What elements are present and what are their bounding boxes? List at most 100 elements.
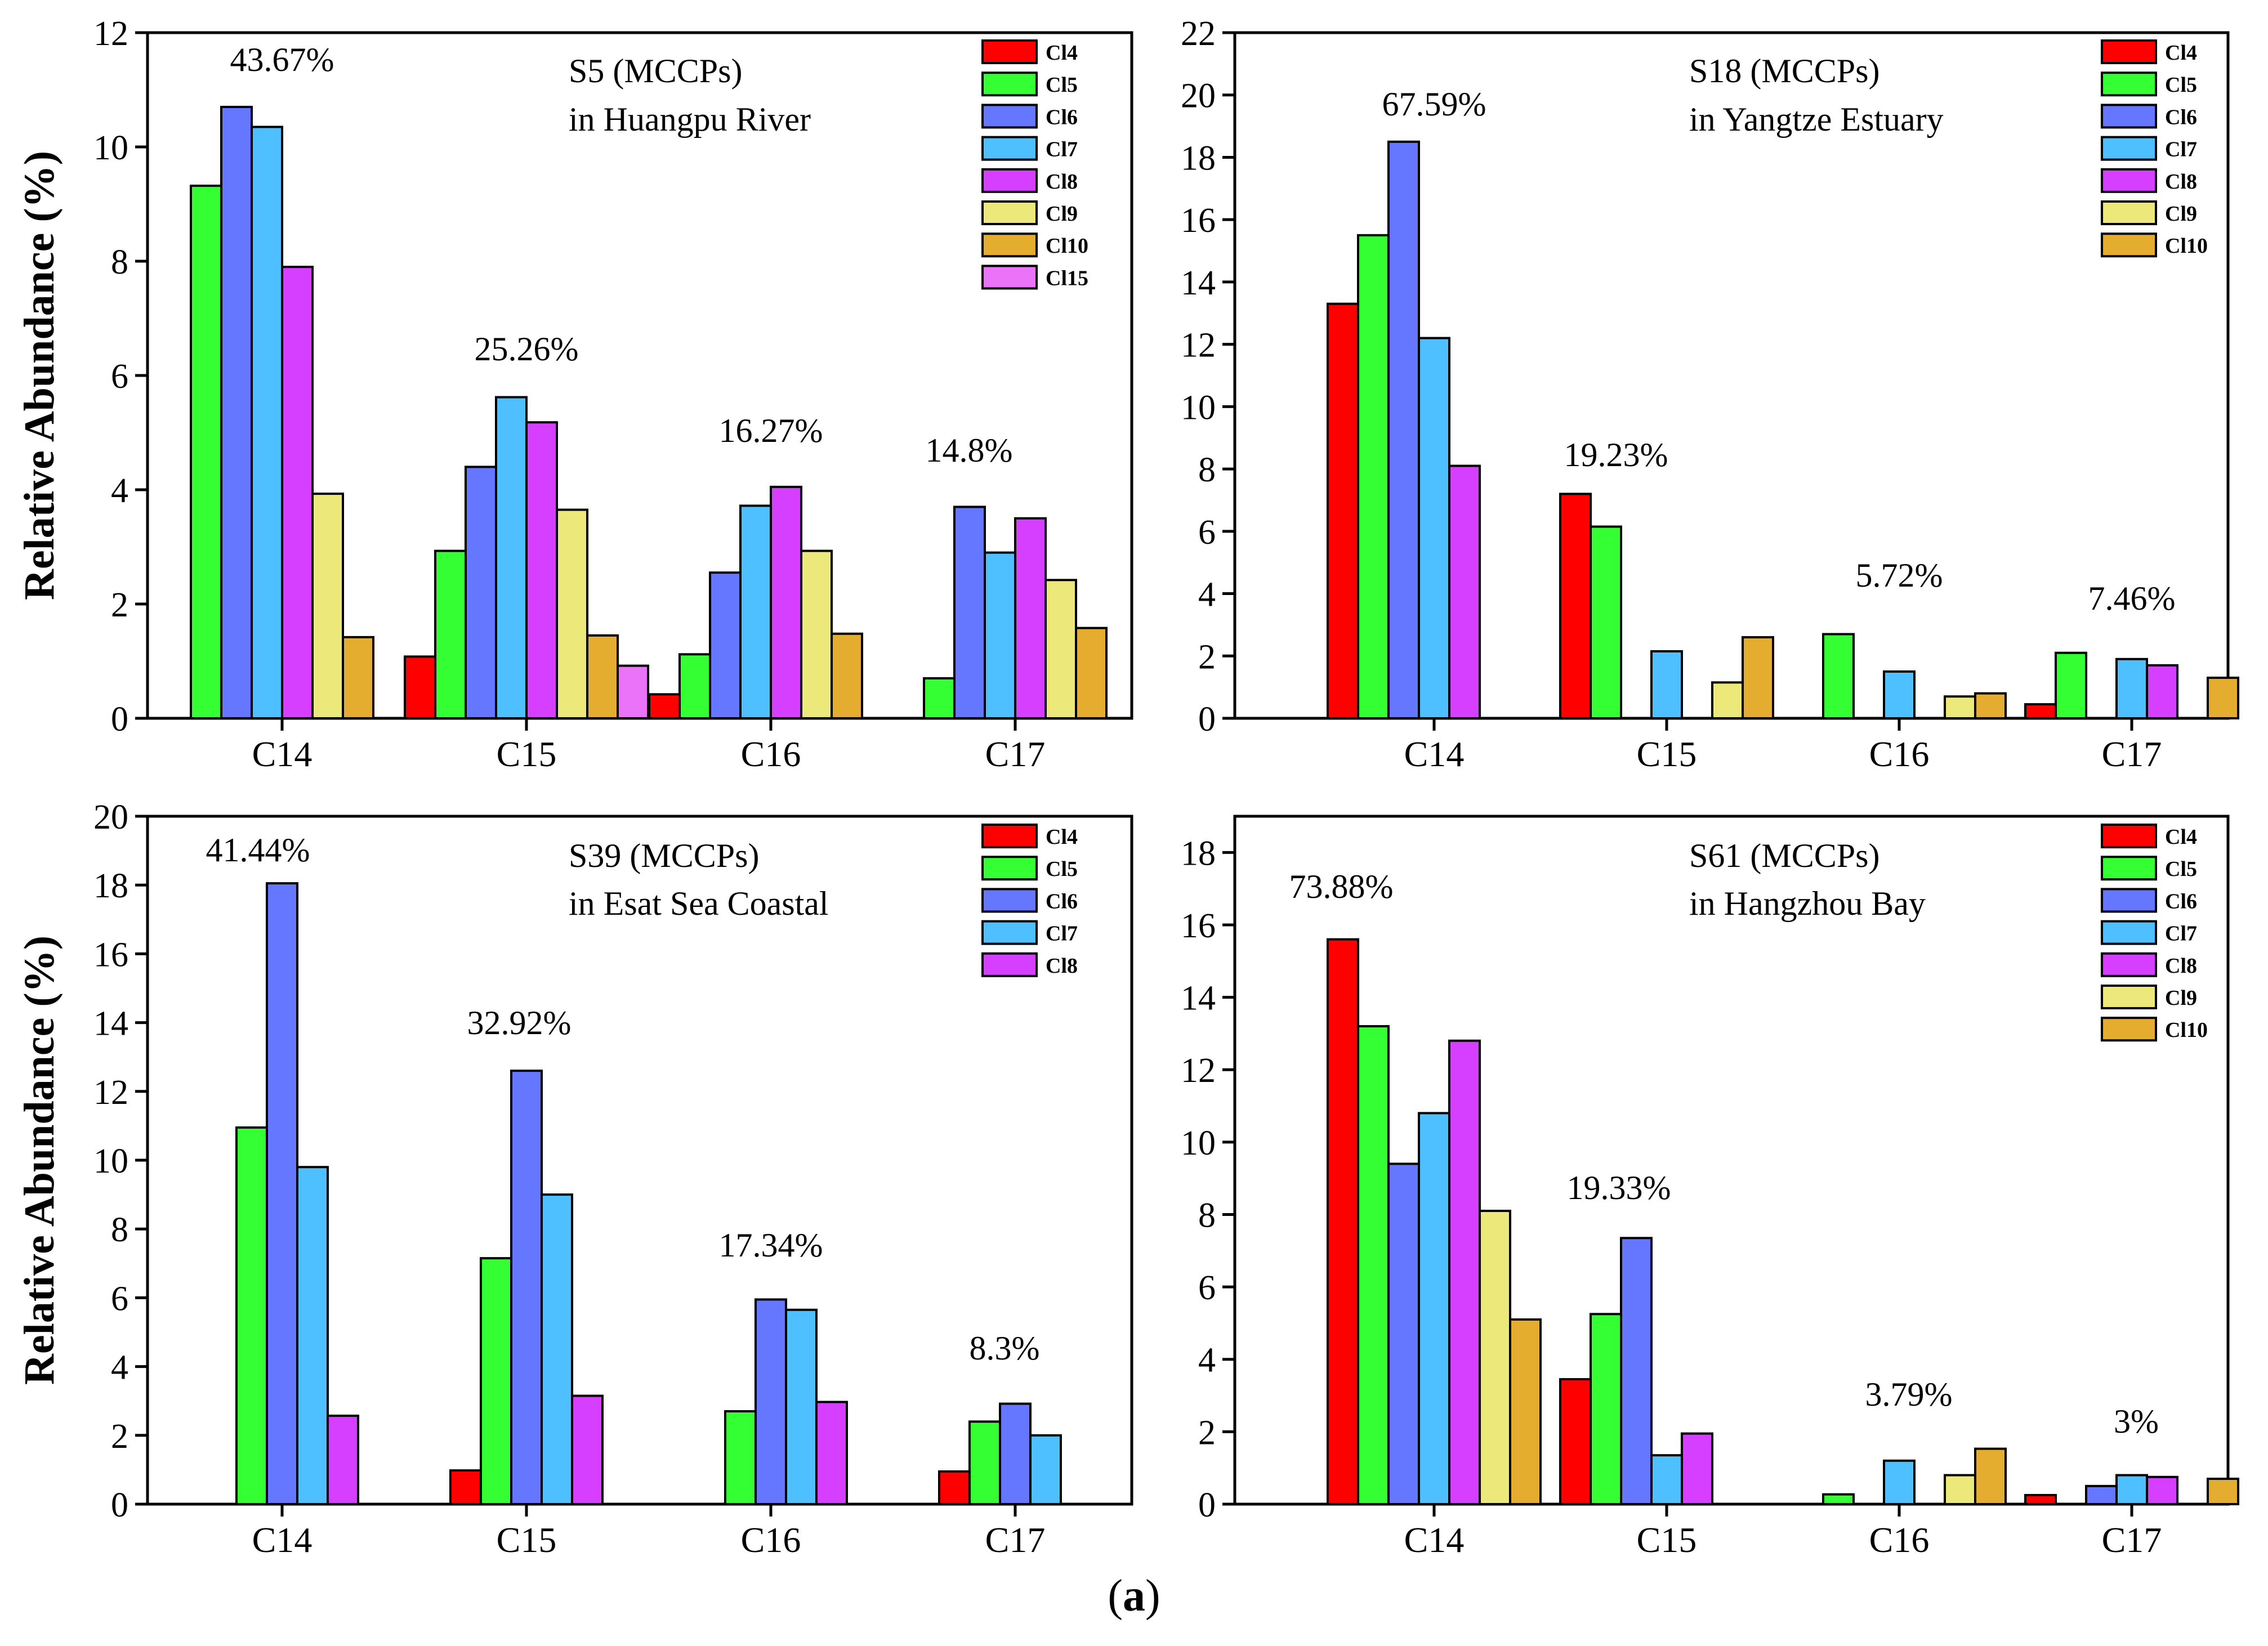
chart-panel-4: 0 2 4 6 8 10 12 14 16 18 C14 73.88% C15 19.33% C16 3.79… <box>1181 815 2239 1560</box>
caption-letter: a <box>1123 1571 1145 1621</box>
legend-swatch-Cl7 <box>981 136 1038 161</box>
bar-Cl5-C16 <box>724 1410 757 1506</box>
x-tick-label: C15 <box>497 1520 557 1560</box>
y-tick-label: 0 <box>111 700 128 739</box>
y-tick-label: 20 <box>1181 77 1216 115</box>
bar-Cl10-C17 <box>1075 627 1108 719</box>
chart-title: S39 (MCCPs) <box>569 837 759 874</box>
bar-Cl8-C14 <box>1448 464 1481 720</box>
bar-Cl8-C15 <box>1681 1432 1713 1506</box>
bar-Cl6-C14 <box>220 105 253 720</box>
group-percent-label: 14.8% <box>926 432 1013 469</box>
bar-Cl5-C14 <box>1357 234 1390 719</box>
bar-Cl4-C17 <box>938 1470 971 1506</box>
bar-Cl6-C15 <box>1620 1237 1653 1506</box>
legend-swatch-Cl10 <box>2101 232 2157 258</box>
legend-label: Cl7 <box>2165 922 2197 946</box>
bar-Cl9-C15 <box>556 508 588 720</box>
group-percent-label: 3.79% <box>1865 1376 1953 1413</box>
bar-Cl6-C16 <box>709 571 742 719</box>
group-percent-label: 5.72% <box>1856 557 1943 594</box>
bar-Cl5-C15 <box>480 1257 512 1505</box>
bar-Cl7-C16 <box>785 1308 818 1505</box>
y-tick-label: 4 <box>1198 1341 1216 1380</box>
legend-label: Cl7 <box>2165 138 2197 162</box>
legend-swatch-Cl7 <box>2101 920 2157 945</box>
chart-title: S5 (MCCPs) <box>569 52 742 90</box>
legend-swatch-Cl6 <box>2101 888 2157 913</box>
bar-Cl10-C17 <box>2207 1477 2239 1506</box>
y-tick-label: 12 <box>93 15 128 53</box>
legend-label: Cl8 <box>1046 170 1078 194</box>
x-tick-label: C15 <box>1637 734 1697 774</box>
bar-Cl8-C15 <box>571 1394 604 1505</box>
legend-label: Cl4 <box>2165 41 2197 65</box>
bar-Cl7-C14 <box>1418 337 1450 719</box>
legend-label: Cl8 <box>2165 954 2197 978</box>
bar-Cl6-C15 <box>465 466 497 720</box>
y-axis-label: Relative Abundance (%) <box>16 151 63 600</box>
y-tick-label: 18 <box>1181 139 1216 177</box>
bar-Cl4-C15 <box>404 655 436 720</box>
legend-label: Cl8 <box>2165 170 2197 194</box>
bar-Cl10-C15 <box>586 634 619 719</box>
x-tick-label: C17 <box>985 1520 1046 1560</box>
bar-Cl4-C15 <box>1559 1378 1592 1506</box>
y-tick-label: 12 <box>1181 326 1216 365</box>
bar-Cl9-C16 <box>1944 1474 1976 1505</box>
legend-label: Cl5 <box>2165 73 2197 97</box>
y-tick-label: 2 <box>111 1417 128 1456</box>
bar-Cl10-C14 <box>342 636 374 719</box>
caption-open-paren: ( <box>1108 1571 1123 1621</box>
y-tick-label: 6 <box>1198 513 1216 552</box>
bar-Cl4-C14 <box>1327 302 1359 719</box>
y-tick-label: 0 <box>111 1486 128 1524</box>
figure-caption: (a) <box>0 1571 2268 1622</box>
bar-Cl10-C15 <box>1742 636 1774 720</box>
legend-swatch-Cl10 <box>981 232 1038 258</box>
legend-swatch-Cl10 <box>2101 1017 2157 1042</box>
y-tick-label: 0 <box>1198 700 1216 739</box>
legend-swatch-Cl15 <box>981 265 1038 290</box>
bar-Cl8-C16 <box>770 485 802 719</box>
bar-Cl7-C17 <box>2115 1474 2148 1505</box>
bar-Cl6-C17 <box>953 506 986 719</box>
group-percent-label: 19.33% <box>1567 1169 1671 1206</box>
bar-Cl5-C16 <box>1822 633 1855 719</box>
bar-Cl8-C16 <box>815 1401 848 1505</box>
x-tick-label: C16 <box>1869 734 1930 774</box>
legend-swatch-Cl5 <box>981 71 1038 97</box>
y-axis-label: Relative Abundance (%) <box>16 936 63 1385</box>
x-tick-label: C17 <box>2102 1520 2162 1560</box>
caption-close-paren: ) <box>1145 1571 1160 1621</box>
bar-Cl6-C17 <box>999 1402 1032 1505</box>
bar-Cl15-C15 <box>617 664 649 719</box>
plot-frame <box>1233 815 2230 1506</box>
legend-label: Cl6 <box>1046 105 1078 129</box>
legend-swatch-Cl7 <box>2101 136 2157 161</box>
legend-swatch-Cl4 <box>981 39 1038 64</box>
bar-Cl7-C14 <box>251 126 283 720</box>
x-tick-label: C16 <box>741 734 801 774</box>
legend-label: Cl4 <box>2165 825 2197 849</box>
y-tick-label: 2 <box>1198 1414 1216 1452</box>
bar-Cl7-C15 <box>541 1193 573 1506</box>
bar-Cl8-C15 <box>525 421 558 719</box>
group-percent-label: 17.34% <box>719 1227 823 1264</box>
bar-Cl5-C14 <box>190 185 222 719</box>
y-tick-label: 0 <box>1198 1486 1216 1524</box>
bar-Cl8-C17 <box>1014 517 1047 719</box>
x-tick-label: C15 <box>497 734 557 774</box>
y-tick-label: 18 <box>1181 834 1216 873</box>
bar-Cl7-C17 <box>984 551 1016 720</box>
bar-Cl7-C14 <box>296 1166 329 1505</box>
bar-Cl7-C15 <box>1650 650 1683 719</box>
legend-label: Cl4 <box>1046 41 1078 65</box>
chart-subtitle: in Hangzhou Bay <box>1689 885 1926 922</box>
x-tick-label: C17 <box>985 734 1046 774</box>
bar-Cl8-C17 <box>2146 1475 2178 1506</box>
bar-Cl10-C16 <box>1974 692 2007 720</box>
y-tick-label: 6 <box>1198 1269 1216 1307</box>
bar-Cl4-C17 <box>2024 703 2057 719</box>
bar-Cl10-C16 <box>831 632 863 720</box>
